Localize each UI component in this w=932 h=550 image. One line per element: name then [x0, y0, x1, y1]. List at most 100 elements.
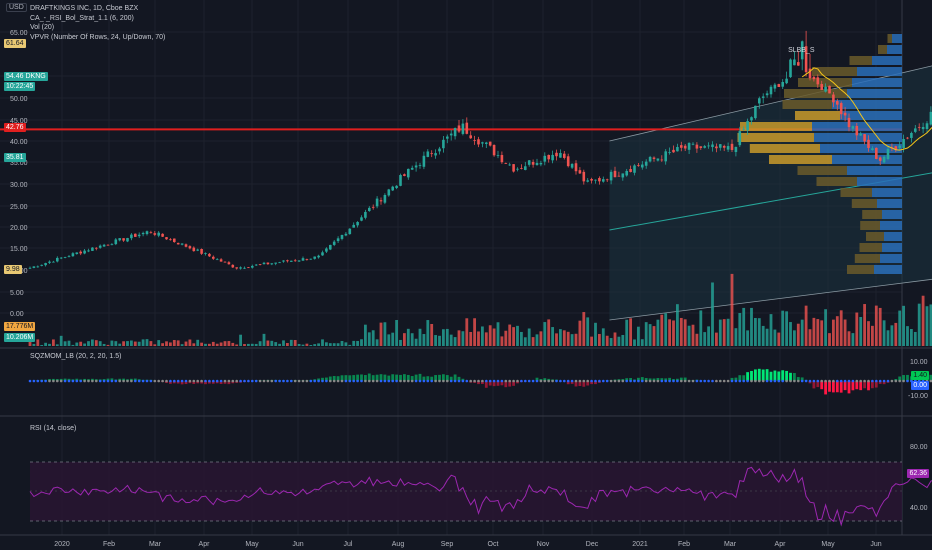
momentum-bar — [570, 381, 574, 384]
candle-body — [719, 144, 722, 148]
squeeze-dot — [44, 379, 47, 383]
volume-bar — [726, 318, 730, 346]
squeeze-dot — [769, 379, 773, 383]
volume-bar — [590, 336, 593, 346]
volume-bar — [149, 341, 153, 346]
volume-bar — [79, 341, 83, 346]
squeeze-dot — [375, 379, 379, 383]
volume-bar — [328, 343, 332, 346]
rsi-pane — [29, 461, 932, 527]
squeeze-dot — [551, 379, 554, 383]
volume-bar — [582, 312, 586, 346]
squeeze-dot — [434, 379, 437, 383]
vp-up-bar — [877, 199, 902, 208]
momentum-bar — [800, 377, 804, 381]
squeeze-dot — [473, 379, 476, 383]
candle-body — [886, 148, 890, 159]
squeeze-dot — [691, 379, 695, 383]
momentum-bar — [375, 374, 379, 381]
price-tag-last-value: 54.46 — [6, 73, 24, 80]
volume-bar — [169, 342, 172, 346]
volume-bar — [484, 332, 488, 346]
volume-bar — [254, 343, 258, 346]
vp-down-bar — [860, 221, 880, 230]
squeeze-dot — [293, 379, 297, 383]
legend-indicator-2[interactable]: VPVR (Number Of Rows, 24, Up/Down, 70) — [30, 33, 166, 41]
candle-body — [613, 170, 617, 178]
candle-body — [929, 111, 932, 125]
volume-bar — [699, 310, 703, 346]
squeeze-dot — [442, 379, 445, 383]
candle-body — [403, 174, 406, 176]
vp-down-bar — [887, 34, 892, 43]
squeeze-dot — [239, 379, 242, 383]
volume-bar — [227, 341, 231, 346]
momentum-bar — [750, 370, 753, 381]
volume-bar — [356, 340, 359, 346]
candle-body — [141, 232, 145, 235]
squeeze-dot — [812, 379, 816, 383]
candle-body — [500, 155, 504, 163]
volume-bar — [718, 319, 722, 346]
price-axis-label: 5.00 — [10, 290, 24, 297]
squeeze-dot — [765, 379, 769, 383]
volume-bar — [211, 341, 215, 346]
volume-bar — [434, 335, 437, 346]
volume-bar — [59, 335, 63, 346]
volume-bar — [336, 343, 340, 346]
time-axis-label: Apr — [199, 541, 211, 548]
volume-bar — [531, 337, 535, 346]
time-axis-label: Jul — [344, 541, 353, 548]
momentum-bar — [508, 381, 512, 387]
candles — [28, 30, 932, 270]
time-axis-label: Dec — [586, 541, 599, 548]
candle-body — [867, 139, 870, 148]
squeeze-dot — [173, 379, 176, 383]
volume-bar — [711, 282, 714, 346]
legend-indicator-1[interactable]: Vol (20) — [30, 24, 55, 31]
candle-body — [106, 244, 110, 246]
squeeze-dot — [789, 379, 792, 383]
squeeze-dot — [563, 379, 566, 383]
rsi-legend[interactable]: RSI (14, close) — [30, 425, 77, 432]
squeeze-dot — [126, 379, 129, 383]
vp-up-bar — [847, 89, 902, 98]
volume-bar — [445, 328, 449, 346]
squeeze-dot — [114, 379, 118, 383]
squeeze-dot — [804, 379, 808, 383]
candle-body — [254, 264, 258, 266]
squeeze-dot — [426, 379, 430, 383]
candle-body — [820, 84, 823, 90]
squeeze-dot — [83, 379, 86, 383]
momentum-bar — [434, 375, 437, 381]
candle-body — [625, 170, 628, 176]
candle-body — [426, 151, 430, 157]
squeeze-dot — [262, 379, 266, 383]
squeeze-dot — [496, 379, 500, 383]
volume-bar — [344, 342, 348, 346]
candle-body — [290, 260, 293, 262]
momentum-bar — [403, 374, 406, 381]
candle-body — [28, 267, 32, 269]
vp-down-bar — [740, 122, 812, 131]
momentum-bar — [336, 376, 340, 381]
squeeze-dot — [590, 379, 593, 383]
legend-main-title[interactable]: DRAFTKINGS INC, 1D, Cboe BZX — [30, 5, 139, 12]
candle-body — [227, 262, 231, 265]
squeeze-dot — [383, 379, 387, 383]
mom-legend[interactable]: SQZMOM_LB (20, 2, 20, 1.5) — [30, 353, 122, 360]
candle-body — [32, 266, 36, 268]
volume-bar — [379, 322, 383, 346]
volume-bar — [204, 343, 207, 346]
squeeze-dot — [555, 379, 558, 383]
legend-indicator-0[interactable]: CA_-_RSI_Bol_Strat_1.1 (6, 200) — [30, 14, 134, 22]
volume-bar — [243, 344, 246, 346]
currency-label[interactable]: USD — [6, 3, 27, 12]
squeeze-dot — [71, 379, 75, 383]
squeeze-dot — [251, 379, 254, 383]
volume-bar — [200, 342, 203, 346]
squeeze-dot — [309, 379, 313, 383]
candle-body — [524, 166, 527, 170]
candle-body — [765, 93, 769, 96]
